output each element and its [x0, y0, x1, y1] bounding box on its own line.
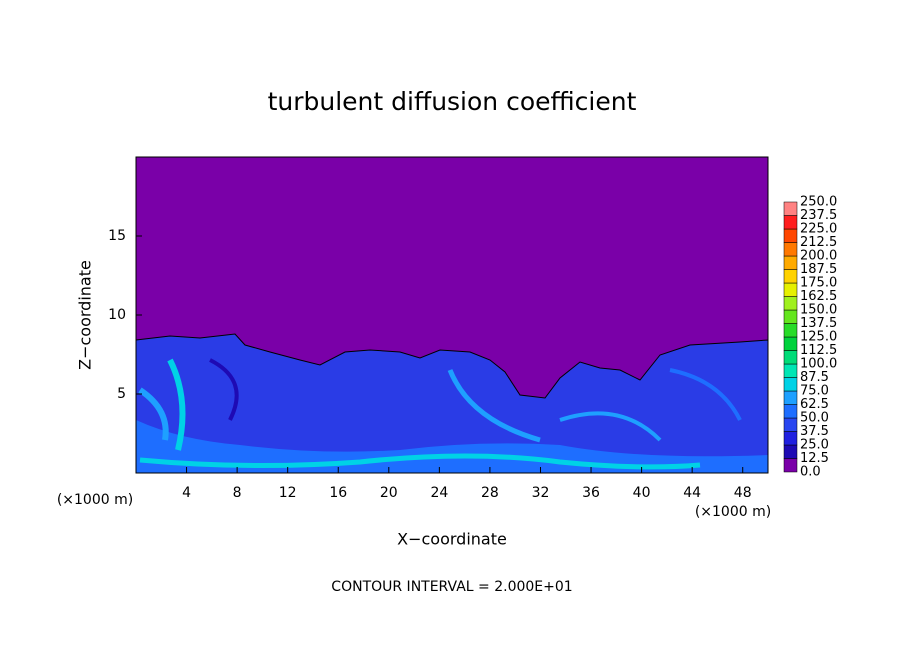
colorbar-band — [783, 242, 798, 257]
x-tick-label: 20 — [380, 485, 398, 501]
y-axis-label: Z−coordinate — [76, 260, 95, 370]
x-tick-label: 16 — [329, 485, 347, 501]
colorbar-label: 100.0 — [800, 357, 837, 372]
colorbar-band — [783, 404, 798, 419]
turbulent-region — [135, 333, 769, 474]
swirl — [669, 368, 742, 421]
colorbar-label: 137.5 — [800, 316, 837, 331]
colorbar-band — [783, 431, 798, 446]
colorbar-label: 212.5 — [800, 235, 837, 250]
colorbar-label: 37.5 — [800, 424, 829, 439]
colorbar-label: 0.0 — [800, 465, 821, 480]
colorbar-band — [783, 296, 798, 311]
swirl — [209, 358, 239, 421]
colorbar-band — [783, 390, 798, 405]
y-tick-label: 15 — [108, 228, 126, 244]
colorbar-band — [783, 458, 798, 473]
colorbar-label: 187.5 — [800, 262, 837, 277]
colorbar-band — [783, 215, 798, 230]
x-unit: (×1000 m) — [695, 504, 771, 520]
field — [135, 157, 769, 474]
colorbar-band — [783, 444, 798, 459]
colorbar-label: 62.5 — [800, 397, 829, 412]
annotation: CONTOUR INTERVAL = 2.000E+01 — [331, 579, 572, 595]
colorbar-band — [783, 282, 798, 297]
colorbar-label: 175.0 — [800, 276, 837, 291]
swirl — [167, 358, 186, 451]
colorbar-label: 162.5 — [800, 289, 837, 304]
x-tick-label: 36 — [582, 485, 600, 501]
colorbar-label: 250.0 — [800, 195, 837, 210]
y-unit: (×1000 m) — [57, 492, 133, 508]
colorbar-label: 225.0 — [800, 222, 837, 237]
colorbar-label: 237.5 — [800, 208, 837, 223]
colorbar-band — [783, 255, 798, 270]
colorbar-label: 87.5 — [800, 370, 829, 385]
colorbar-label: 75.0 — [800, 384, 829, 399]
x-tick-label: 44 — [683, 485, 701, 501]
swirl — [139, 453, 701, 470]
lower-band — [136, 420, 768, 473]
colorbar-band — [783, 363, 798, 378]
colorbar-label: 125.0 — [800, 330, 837, 345]
colorbar-band — [783, 350, 798, 365]
colorbar-label: 150.0 — [800, 303, 837, 318]
colorbar-band — [783, 309, 798, 324]
swirl — [559, 411, 662, 442]
x-tick-label: 32 — [532, 485, 550, 501]
colorbar-band — [783, 269, 798, 284]
chart-title: turbulent diffusion coefficient — [268, 87, 637, 116]
x-tick-label: 8 — [233, 485, 242, 501]
colorbar-label: 50.0 — [800, 411, 829, 426]
x-tick-label: 4 — [182, 485, 191, 501]
x-tick-label: 28 — [481, 485, 499, 501]
x-axis-label: X−coordinate — [397, 530, 507, 549]
colorbar-band — [783, 201, 798, 216]
y-tick-label: 5 — [117, 386, 126, 402]
colorbar-band — [783, 228, 798, 243]
colorbar-band — [783, 323, 798, 338]
colorbar-band — [783, 417, 798, 432]
swirl — [138, 387, 169, 441]
colorbar-band — [783, 336, 798, 351]
x-tick-label: 12 — [279, 485, 297, 501]
x-tick-label: 48 — [734, 485, 752, 501]
colorbar-label: 25.0 — [800, 438, 829, 453]
swirl — [447, 369, 541, 443]
colorbar-band — [783, 377, 798, 392]
colorbar-label: 200.0 — [800, 249, 837, 264]
x-tick-label: 24 — [430, 485, 448, 501]
y-tick-label: 10 — [108, 307, 126, 323]
x-tick-label: 40 — [633, 485, 651, 501]
colorbar-label: 112.5 — [800, 343, 837, 358]
colorbar-label: 12.5 — [800, 451, 829, 466]
